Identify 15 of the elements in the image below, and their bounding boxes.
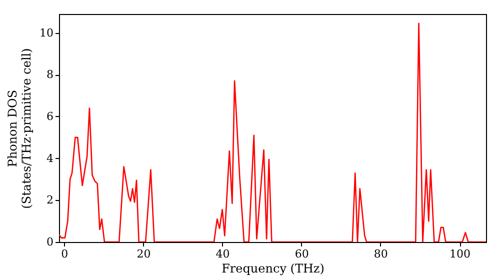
x-tick-label: 20 (136, 248, 151, 260)
line-series (59, 22, 486, 242)
y-tick-label: 0 (46, 236, 54, 248)
x-tick-label: 100 (450, 248, 471, 260)
x-tick-label: 0 (61, 248, 68, 260)
y-axis-title: Phonon DOS (States/THz·primitive cell) (6, 48, 34, 209)
x-tick-label: 40 (216, 248, 230, 260)
x-tick-label: 80 (374, 248, 388, 260)
y-tick-label: 10 (40, 26, 54, 40)
y-tick-label: 6 (46, 110, 54, 123)
y-tick-label: 4 (46, 152, 54, 165)
x-tick-label: 60 (294, 248, 309, 260)
x-axis-title: Frequency (THz) (222, 262, 324, 276)
y-tick-label: 2 (46, 194, 54, 207)
y-tick-label: 8 (46, 68, 54, 82)
